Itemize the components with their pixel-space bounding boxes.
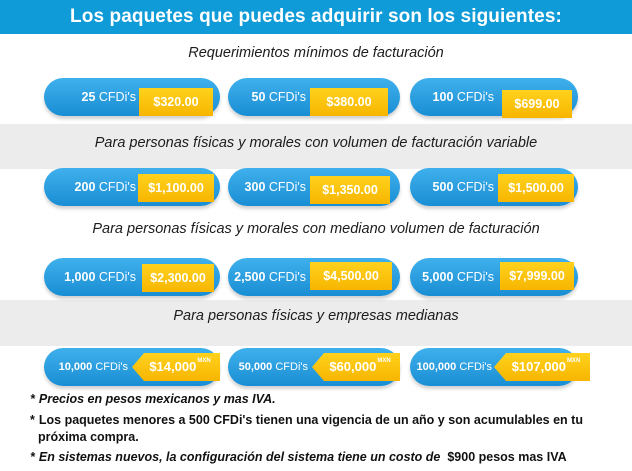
quantity-value: 25: [81, 90, 96, 104]
package-50-cfdis[interactable]: 50 CFDi's $380.00: [228, 78, 400, 116]
package-1000-cfdis[interactable]: 1,000 CFDi's $2,300.00: [44, 258, 220, 296]
note-validity-continued: próxima compra.: [38, 429, 139, 445]
price-badge: $320.00: [139, 88, 213, 116]
package-quantity: 300 CFDi's: [228, 168, 306, 206]
package-quantity: 5,000 CFDi's: [410, 258, 494, 296]
section-title: Para personas físicas y morales con medi…: [92, 221, 540, 237]
package-25-cfdis[interactable]: 25 CFDi's $320.00: [44, 78, 220, 116]
package-500-cfdis[interactable]: 500 CFDi's $1,500.00: [410, 168, 578, 206]
price-badge: $1,350.00: [310, 176, 390, 204]
package-50000-cfdis[interactable]: 50,000 CFDi's $60,000MXN: [228, 348, 400, 386]
currency-label: MXN: [566, 358, 581, 364]
quantity-value: 300: [244, 180, 266, 194]
quantity-value: 50,000: [238, 361, 273, 373]
quantity-unit: CFDi's: [456, 90, 494, 104]
section-title: Para personas físicas y empresas mediana…: [173, 308, 459, 324]
quantity-unit: CFDi's: [456, 270, 494, 284]
configuration-cost: $900 pesos mas IVA: [447, 450, 567, 464]
quantity-value: 100: [432, 90, 454, 104]
quantity-value: 50: [251, 90, 266, 104]
note-bullet: *: [30, 413, 35, 427]
note-text: próxima compra.: [38, 430, 139, 444]
quantity-unit: CFDi's: [95, 361, 128, 373]
price-badge: $7,999.00: [500, 262, 574, 290]
package-quantity: 500 CFDi's: [410, 168, 494, 206]
quantity-unit: CFDi's: [268, 270, 306, 284]
price-badge: $2,300.00: [142, 264, 214, 292]
quantity-unit: CFDi's: [456, 180, 494, 194]
note-configuration: * En sistemas nuevos, la configuración de…: [30, 449, 567, 465]
package-quantity: 50,000 CFDi's: [228, 348, 308, 386]
price-badge: $699.00: [502, 90, 572, 118]
quantity-unit: CFDi's: [98, 270, 136, 284]
package-100-cfdis[interactable]: 100 CFDi's $699.00: [410, 78, 578, 118]
section-band: [0, 300, 632, 346]
section-title: Para personas físicas y morales con volu…: [94, 135, 538, 151]
quantity-value: 10,000: [58, 361, 93, 373]
quantity-value: 5,000: [422, 270, 454, 284]
package-300-cfdis[interactable]: 300 CFDi's $1,350.00: [228, 168, 400, 206]
section-title: Requerimientos mínimos de facturación: [188, 45, 444, 61]
price-badge: $1,500.00: [498, 174, 574, 202]
package-10000-cfdis[interactable]: 10,000 CFDi's $14,000MXN: [44, 348, 220, 386]
price-badge: $60,000MXN: [312, 353, 400, 381]
price-badge: $4,500.00: [310, 262, 392, 290]
price-value: $107,000: [511, 359, 566, 374]
package-200-cfdis[interactable]: 200 CFDi's $1,100.00: [44, 168, 220, 206]
note-validity: * Los paquetes menores a 500 CFDi's tiene…: [30, 412, 583, 428]
quantity-value: 100,000: [416, 361, 457, 373]
quantity-unit: CFDi's: [98, 180, 136, 194]
package-quantity: 100 CFDi's: [410, 78, 494, 116]
quantity-unit: CFDi's: [98, 90, 136, 104]
package-quantity: 50 CFDi's: [228, 78, 307, 116]
package-2500-cfdis[interactable]: 2,500 CFDi's $4,500.00: [228, 258, 400, 296]
quantity-unit: CFDi's: [459, 361, 492, 373]
quantity-value: 200: [74, 180, 96, 194]
currency-label: MXN: [197, 358, 211, 364]
price-value: $14,000: [149, 359, 197, 374]
price-badge: $380.00: [310, 88, 388, 116]
quantity-value: 1,000: [64, 270, 96, 284]
price-value: $60,000: [329, 359, 377, 374]
section-band: [0, 124, 632, 169]
quantity-value: 500: [432, 180, 454, 194]
package-5000-cfdis[interactable]: 5,000 CFDi's $7,999.00: [410, 258, 578, 296]
note-text: Precios en pesos mexicanos y mas IVA.: [38, 392, 276, 406]
price-badge: $14,000MXN: [132, 353, 220, 381]
quantity-unit: CFDi's: [275, 361, 308, 373]
package-quantity: 100,000 CFDi's: [410, 348, 492, 386]
note-bullet: *: [30, 392, 35, 406]
package-100000-cfdis[interactable]: 100,000 CFDi's $107,000MXN: [410, 348, 590, 386]
package-quantity: 200 CFDi's: [44, 168, 136, 206]
quantity-unit: CFDi's: [268, 180, 306, 194]
note-text: En sistemas nuevos, la configuración del…: [38, 450, 441, 464]
package-quantity: 25 CFDi's: [44, 78, 137, 116]
note-text: Los paquetes menores a 500 CFDi's tienen…: [38, 413, 583, 427]
page-title: Los paquetes que puedes adquirir son los…: [0, 0, 632, 34]
quantity-value: 2,500: [234, 270, 266, 284]
currency-label: MXN: [377, 358, 391, 364]
note-bullet: *: [30, 450, 35, 464]
note-prices: * Precios en pesos mexicanos y mas IVA.: [30, 391, 276, 407]
package-quantity: 2,500 CFDi's: [228, 258, 306, 296]
package-quantity: 10,000 CFDi's: [44, 348, 128, 386]
quantity-unit: CFDi's: [268, 90, 306, 104]
package-quantity: 1,000 CFDi's: [44, 258, 136, 296]
price-badge: $1,100.00: [138, 174, 214, 202]
price-badge: $107,000MXN: [494, 353, 590, 381]
